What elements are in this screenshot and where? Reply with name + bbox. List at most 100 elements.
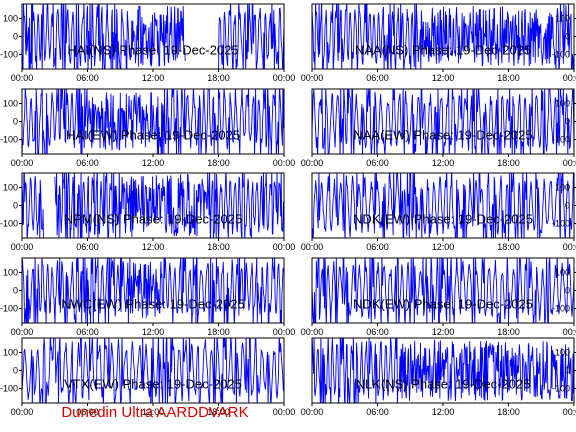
x-tick-label: 12:00 bbox=[142, 327, 165, 337]
y-tick-label: -100 bbox=[552, 304, 570, 314]
y-tick-label: -100 bbox=[552, 384, 570, 394]
panel-8: NDK(EW) Phase: 19-Dec-2025 00:00 06:00 12:0… bbox=[301, 257, 576, 337]
y-tick-label: 100 bbox=[3, 267, 18, 277]
y-tick-label: 100 bbox=[555, 182, 570, 192]
phase-trace bbox=[312, 258, 574, 323]
x-tick-label: 00:00 bbox=[563, 407, 576, 417]
x-tick-label: 06:00 bbox=[366, 242, 389, 252]
x-tick-label: 06:00 bbox=[366, 407, 389, 417]
x-tick-label: 06:00 bbox=[76, 158, 99, 168]
y-tick-label: 0 bbox=[13, 201, 18, 211]
x-tick-label: 06:00 bbox=[366, 327, 389, 337]
x-tick-label: 00:00 bbox=[563, 327, 576, 337]
x-tick-label: 00:00 bbox=[563, 158, 576, 168]
x-tick-label: 00:00 bbox=[11, 73, 34, 83]
x-tick-label: 00:00 bbox=[301, 327, 324, 337]
x-tick-label: 18:00 bbox=[497, 327, 520, 337]
x-tick-label: 06:00 bbox=[76, 327, 99, 337]
x-tick-label: 18:00 bbox=[207, 327, 230, 337]
y-tick-label: 100 bbox=[555, 98, 570, 108]
y-tick-label: 100 bbox=[3, 13, 18, 23]
x-tick-label: 12:00 bbox=[142, 407, 165, 417]
x-tick-label: 06:00 bbox=[76, 73, 99, 83]
y-tick-label: -100 bbox=[552, 50, 570, 60]
footer-title: Dunedin Ultra AARDDVARK bbox=[61, 404, 249, 421]
x-tick-label: 00:00 bbox=[11, 327, 34, 337]
y-tick-label: 0 bbox=[565, 201, 570, 211]
y-tick-label: 0 bbox=[13, 32, 18, 42]
y-tick-label: 100 bbox=[555, 267, 570, 277]
panel-title: NAA(NS) Phase: 19-Dec-2025 bbox=[355, 43, 531, 58]
y-tick-label: 0 bbox=[13, 286, 18, 296]
x-tick-label: 18:00 bbox=[207, 73, 230, 83]
y-tick-label: -100 bbox=[0, 304, 18, 314]
x-tick-label: 12:00 bbox=[142, 158, 165, 168]
panel-title: VTX(EW) Phase: 19-Dec-2025 bbox=[64, 377, 242, 392]
y-tick-label: 100 bbox=[555, 347, 570, 357]
x-tick-label: 12:00 bbox=[432, 158, 455, 168]
x-tick-label: 00:00 bbox=[11, 158, 34, 168]
panel-6: NDK(EW) Phase: 19-Dec-2025 00:00 06:00 12:0… bbox=[301, 172, 576, 252]
x-tick-label: 18:00 bbox=[207, 242, 230, 252]
y-tick-label: 100 bbox=[3, 98, 18, 108]
y-tick-label: -100 bbox=[0, 384, 18, 394]
x-tick-label: 18:00 bbox=[497, 73, 520, 83]
phase-trace bbox=[22, 89, 284, 154]
phase-trace bbox=[22, 4, 284, 69]
x-tick-label: 00:00 bbox=[301, 242, 324, 252]
y-tick-label: -100 bbox=[552, 135, 570, 145]
x-tick-label: 12:00 bbox=[432, 327, 455, 337]
panel-title: HAI(NS) Phase: 19-Dec-2025 bbox=[67, 43, 238, 58]
y-tick-label: 100 bbox=[555, 13, 570, 23]
x-tick-label: 12:00 bbox=[432, 73, 455, 83]
panel-title: NLK(NS) Phase: 19-Dec-2025 bbox=[356, 377, 531, 392]
x-tick-label: 12:00 bbox=[432, 242, 455, 252]
x-tick-label: 06:00 bbox=[76, 242, 99, 252]
phase-trace bbox=[22, 173, 284, 238]
phase-trace bbox=[312, 89, 574, 154]
x-tick-label: 00:00 bbox=[563, 73, 576, 83]
y-tick-label: -100 bbox=[0, 219, 18, 229]
panel-7: NWC(EW) Phase: 19-Dec-2025 00:00 06:00 12:0… bbox=[0, 257, 296, 337]
x-tick-label: 06:00 bbox=[366, 158, 389, 168]
phase-trace bbox=[312, 338, 574, 403]
phase-trace bbox=[22, 258, 284, 323]
x-tick-label: 00:00 bbox=[11, 407, 34, 417]
y-tick-label: -100 bbox=[0, 135, 18, 145]
x-tick-label: 00:00 bbox=[301, 407, 324, 417]
x-tick-label: 18:00 bbox=[207, 158, 230, 168]
y-tick-label: 100 bbox=[3, 182, 18, 192]
y-tick-label: 0 bbox=[565, 366, 570, 376]
phase-trace bbox=[312, 4, 574, 69]
panel-1: HAI(NS) Phase: 19-Dec-2025 00:00 06:00 12:0… bbox=[0, 3, 296, 83]
x-tick-label: 12:00 bbox=[142, 242, 165, 252]
panel-3: HAI(EW) Phase: 19-Dec-2025 00:00 06:00 12:0… bbox=[0, 88, 295, 168]
panel-5: NPM(NS) Phase: 19-Dec-2025 00:00 06:00 12:0… bbox=[0, 172, 296, 252]
panel-10: NLK(NS) Phase: 19-Dec-2025 00:00 06:00 12:0… bbox=[301, 337, 576, 417]
panel-title: NDK(EW) Phase: 19-Dec-2025 bbox=[353, 212, 533, 227]
y-tick-label: -100 bbox=[552, 219, 570, 229]
x-tick-label: 06:00 bbox=[366, 73, 389, 83]
x-tick-label: 00:00 bbox=[273, 407, 296, 417]
x-tick-label: 18:00 bbox=[207, 407, 230, 417]
phase-trace bbox=[312, 173, 574, 238]
x-tick-label: 12:00 bbox=[432, 407, 455, 417]
x-tick-label: 00:00 bbox=[273, 242, 296, 252]
x-tick-label: 18:00 bbox=[497, 158, 520, 168]
y-tick-label: 0 bbox=[565, 32, 570, 42]
panel-title: NPM(NS) Phase: 19-Dec-2025 bbox=[64, 212, 242, 227]
panel-9: VTX(EW) Phase: 19-Dec-2025 00:00 06:00 12:0… bbox=[0, 337, 296, 417]
panel-title: NWC(EW) Phase: 19-Dec-2025 bbox=[61, 297, 245, 312]
y-tick-label: -100 bbox=[0, 50, 18, 60]
y-tick-label: 0 bbox=[565, 286, 570, 296]
phase-trace bbox=[22, 338, 284, 403]
panel-title: HAI(EW) Phase: 19-Dec-2025 bbox=[66, 128, 240, 143]
panel-title: NDK(EW) Phase: 19-Dec-2025 bbox=[353, 297, 533, 312]
y-tick-label: 0 bbox=[13, 117, 18, 127]
x-tick-label: 00:00 bbox=[273, 327, 296, 337]
x-tick-label: 00:00 bbox=[273, 73, 296, 83]
x-tick-label: 18:00 bbox=[497, 407, 520, 417]
x-tick-label: 12:00 bbox=[142, 73, 165, 83]
